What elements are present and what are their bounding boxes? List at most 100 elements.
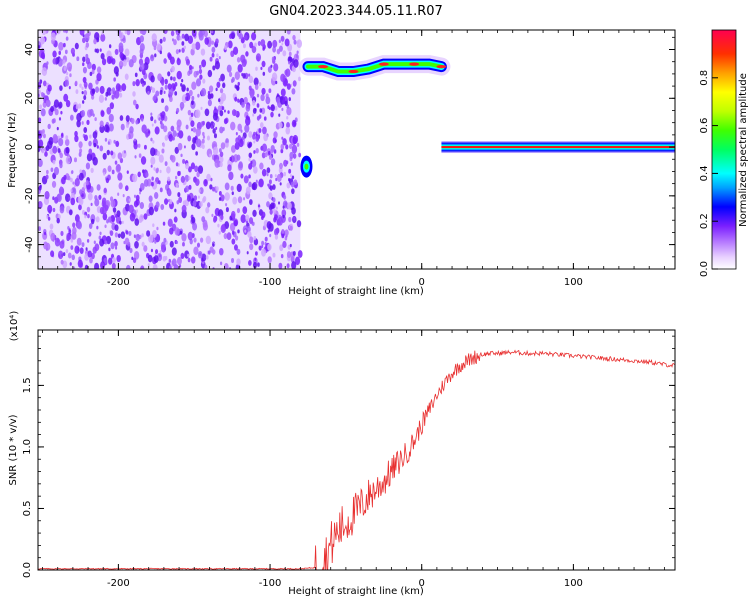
noise-cell bbox=[93, 38, 97, 45]
noise-cell bbox=[119, 65, 123, 70]
noise-cell bbox=[261, 248, 267, 257]
noise-cell bbox=[67, 252, 72, 259]
noise-cell bbox=[154, 191, 159, 200]
noise-cell bbox=[260, 39, 266, 47]
noise-cell bbox=[286, 83, 291, 90]
noise-cell bbox=[85, 162, 91, 170]
noise-cell bbox=[68, 229, 72, 234]
noise-cell bbox=[92, 113, 95, 117]
noise-cell bbox=[52, 207, 56, 213]
noise-cell bbox=[168, 265, 173, 269]
noise-cell bbox=[72, 181, 75, 185]
noise-cell bbox=[150, 147, 156, 157]
noise-cell bbox=[196, 171, 200, 178]
noise-cell bbox=[54, 108, 59, 116]
noise-cell bbox=[59, 240, 65, 249]
noise-cell bbox=[85, 53, 89, 59]
noise-cell bbox=[230, 121, 236, 131]
noise-cell bbox=[168, 258, 172, 263]
noise-cell bbox=[150, 181, 154, 187]
noise-cell bbox=[88, 82, 93, 90]
noise-cell bbox=[269, 233, 272, 238]
noise-cell bbox=[119, 31, 124, 40]
noise-cell bbox=[191, 30, 197, 37]
noise-cell bbox=[176, 31, 179, 36]
noise-cell bbox=[209, 246, 214, 253]
noise-cell bbox=[185, 124, 189, 130]
noise-cell bbox=[230, 155, 235, 163]
noise-cell bbox=[174, 146, 179, 154]
noise-cell bbox=[41, 149, 45, 154]
noise-cell bbox=[191, 100, 194, 105]
noise-cell bbox=[70, 245, 74, 250]
noise-cell bbox=[126, 123, 129, 128]
noise-cell bbox=[72, 222, 76, 228]
noise-cell bbox=[74, 130, 78, 137]
noise-cell bbox=[201, 59, 207, 68]
noise-cell bbox=[218, 148, 222, 153]
noise-cell bbox=[237, 196, 243, 204]
noise-cell bbox=[212, 112, 218, 121]
noise-cell bbox=[106, 55, 112, 65]
noise-cell bbox=[236, 183, 242, 193]
noise-cell bbox=[143, 213, 148, 220]
noise-cell bbox=[242, 73, 246, 79]
noise-cell bbox=[296, 220, 302, 228]
noise-cell bbox=[95, 86, 100, 93]
noise-cell bbox=[78, 172, 84, 181]
noise-cell bbox=[153, 94, 157, 100]
noise-cell bbox=[291, 119, 297, 128]
noise-cell bbox=[135, 119, 139, 125]
noise-cell bbox=[160, 244, 167, 253]
noise-cell bbox=[99, 238, 105, 247]
noise-cell bbox=[74, 80, 78, 86]
noise-cell bbox=[261, 152, 266, 159]
noise-cell bbox=[237, 98, 240, 103]
noise-cell bbox=[38, 82, 42, 89]
noise-cell bbox=[135, 79, 140, 87]
noise-cell bbox=[78, 204, 82, 211]
y-tick-label: 40 bbox=[24, 43, 35, 56]
noise-cell bbox=[153, 45, 157, 51]
noise-cell bbox=[104, 124, 110, 133]
noise-cell bbox=[71, 231, 77, 240]
noise-cell bbox=[215, 38, 219, 45]
noise-cell bbox=[52, 58, 57, 65]
noise-cell bbox=[38, 104, 43, 110]
noise-cell bbox=[54, 196, 59, 204]
noise-cell bbox=[257, 262, 260, 267]
noise-cell bbox=[248, 181, 252, 188]
noise-cell bbox=[112, 207, 117, 213]
noise-cell bbox=[191, 216, 196, 224]
noise-cell bbox=[197, 195, 200, 199]
noise-cell bbox=[161, 148, 165, 154]
noise-cell bbox=[210, 125, 213, 129]
noise-cell bbox=[163, 237, 167, 243]
noise-cell bbox=[79, 148, 83, 154]
noise-cell bbox=[212, 65, 216, 71]
noise-cell bbox=[119, 92, 123, 98]
noise-cell bbox=[220, 224, 226, 233]
noise-cell bbox=[170, 30, 175, 37]
noise-cell bbox=[288, 60, 291, 65]
noise-cell bbox=[85, 57, 91, 65]
noise-cell bbox=[209, 153, 212, 158]
noise-cell bbox=[271, 72, 278, 82]
colorbar-tick-label: 0.2 bbox=[699, 213, 710, 229]
noise-cell bbox=[278, 39, 281, 44]
noise-cell bbox=[266, 201, 270, 208]
noise-cell bbox=[156, 226, 159, 231]
noise-cell bbox=[227, 40, 233, 49]
noise-cell bbox=[98, 194, 102, 200]
noise-cell bbox=[96, 184, 101, 191]
noise-cell bbox=[270, 158, 276, 166]
noise-cell bbox=[174, 208, 177, 213]
noise-cell bbox=[159, 90, 163, 95]
noise-cell bbox=[65, 249, 69, 254]
noise-cell bbox=[100, 33, 106, 42]
noise-cell bbox=[172, 85, 176, 90]
noise-cell bbox=[134, 218, 140, 226]
noise-cell bbox=[79, 83, 82, 88]
noise-cell bbox=[82, 66, 87, 74]
noise-cell bbox=[297, 250, 303, 258]
